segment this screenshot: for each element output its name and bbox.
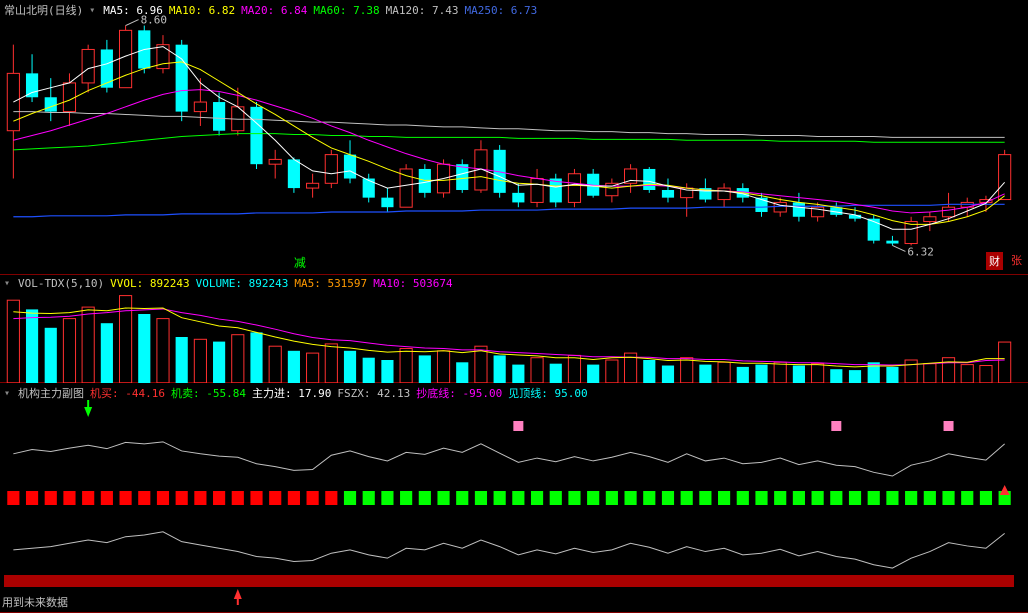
svg-text:减: 减	[294, 256, 306, 270]
badge-zhang[interactable]: 张	[1011, 252, 1022, 270]
volume-header: ▾ VOL-TDX(5,10) VVOL: 892243VOLUME: 8922…	[0, 275, 1028, 292]
indicator-title: 机构主力副图	[18, 385, 84, 401]
indicator-chart-svg[interactable]	[0, 383, 1028, 613]
price-chart-svg[interactable]: 8.606.32减	[0, 0, 1028, 275]
volume-title: VOL-TDX(5,10)	[18, 277, 104, 290]
price-chart-panel[interactable]: 常山北明(日线) ▾ MA5: 6.96MA10: 6.82MA20: 6.84…	[0, 0, 1028, 275]
stock-title: 常山北明(日线)	[4, 2, 83, 18]
volume-panel[interactable]: ▾ VOL-TDX(5,10) VVOL: 892243VOLUME: 8922…	[0, 275, 1028, 383]
badge-cai[interactable]: 财	[986, 252, 1003, 270]
chevron-down-icon[interactable]: ▾	[4, 388, 10, 399]
volume-labels-row: VVOL: 892243VOLUME: 892243MA5: 531597MA1…	[110, 277, 459, 290]
price-header: 常山北明(日线) ▾ MA5: 6.96MA10: 6.82MA20: 6.84…	[0, 0, 1028, 20]
indicator-panel[interactable]: ▾ 机构主力副图 机买: -44.16机卖: -55.84主力进: 17.90F…	[0, 383, 1028, 613]
chevron-down-icon[interactable]: ▾	[89, 5, 95, 16]
indicator-footer: 用到未来数据	[2, 594, 68, 610]
ma-labels-row: MA5: 6.96MA10: 6.82MA20: 6.84MA60: 7.38M…	[103, 4, 543, 17]
svg-text:6.32: 6.32	[907, 245, 934, 258]
chevron-down-icon[interactable]: ▾	[4, 278, 10, 289]
indicator-labels-row: 机买: -44.16机卖: -55.84主力进: 17.90FSZX: 42.1…	[90, 385, 594, 401]
indicator-header: ▾ 机构主力副图 机买: -44.16机卖: -55.84主力进: 17.90F…	[0, 383, 1028, 403]
